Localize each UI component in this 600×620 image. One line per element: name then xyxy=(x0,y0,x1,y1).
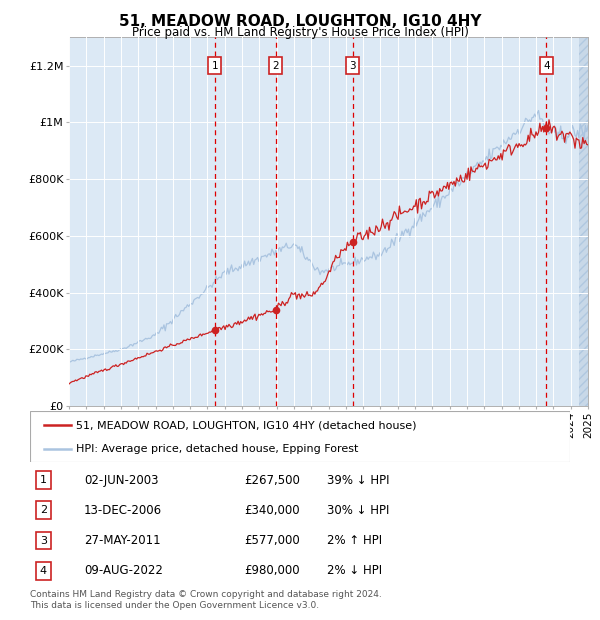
Text: 51, MEADOW ROAD, LOUGHTON, IG10 4HY: 51, MEADOW ROAD, LOUGHTON, IG10 4HY xyxy=(119,14,481,29)
Text: £980,000: £980,000 xyxy=(244,564,300,577)
Text: 27-MAY-2011: 27-MAY-2011 xyxy=(84,534,161,547)
Text: 13-DEC-2006: 13-DEC-2006 xyxy=(84,504,162,517)
Text: 3: 3 xyxy=(40,536,47,546)
Text: 30% ↓ HPI: 30% ↓ HPI xyxy=(327,504,389,517)
Text: 2: 2 xyxy=(40,505,47,515)
Text: 39% ↓ HPI: 39% ↓ HPI xyxy=(327,474,389,487)
Text: £577,000: £577,000 xyxy=(244,534,300,547)
Text: 4: 4 xyxy=(40,566,47,576)
Text: £340,000: £340,000 xyxy=(244,504,300,517)
Text: 02-JUN-2003: 02-JUN-2003 xyxy=(84,474,158,487)
Text: Contains HM Land Registry data © Crown copyright and database right 2024.
This d: Contains HM Land Registry data © Crown c… xyxy=(30,590,382,609)
Text: 1: 1 xyxy=(40,475,47,485)
Text: 1: 1 xyxy=(211,61,218,71)
Text: 3: 3 xyxy=(349,61,356,71)
Text: 2% ↓ HPI: 2% ↓ HPI xyxy=(327,564,382,577)
Text: 09-AUG-2022: 09-AUG-2022 xyxy=(84,564,163,577)
Text: 2% ↑ HPI: 2% ↑ HPI xyxy=(327,534,382,547)
Text: 2: 2 xyxy=(272,61,279,71)
Text: Price paid vs. HM Land Registry's House Price Index (HPI): Price paid vs. HM Land Registry's House … xyxy=(131,26,469,39)
Text: 51, MEADOW ROAD, LOUGHTON, IG10 4HY (detached house): 51, MEADOW ROAD, LOUGHTON, IG10 4HY (det… xyxy=(76,420,416,430)
Text: 4: 4 xyxy=(543,61,550,71)
Bar xyxy=(580,37,588,406)
Text: £267,500: £267,500 xyxy=(244,474,300,487)
Text: HPI: Average price, detached house, Epping Forest: HPI: Average price, detached house, Eppi… xyxy=(76,444,358,454)
